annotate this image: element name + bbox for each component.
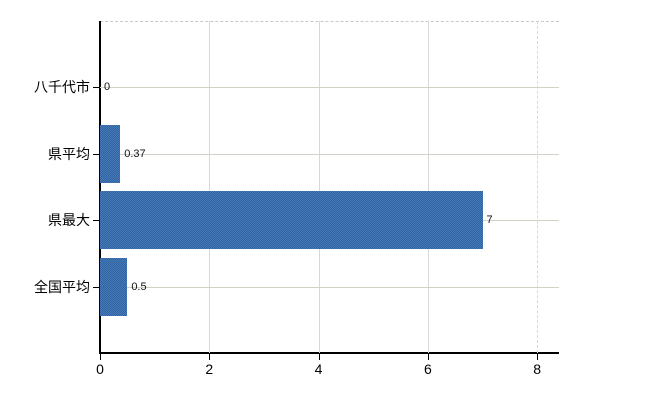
value-label: 0: [104, 81, 111, 94]
bar: [100, 124, 121, 183]
gridline-vertical: [209, 21, 211, 353]
gridline-horizontal: [100, 286, 559, 288]
x-axis-tick: [318, 354, 320, 360]
category-label: 県平均: [48, 145, 90, 162]
y-axis-tick: [93, 220, 100, 222]
x-axis-tick: [427, 354, 429, 360]
value-label: 7: [486, 214, 493, 227]
value-label: 0.5: [131, 280, 147, 293]
y-axis-tick: [93, 87, 100, 89]
x-axis-tick: [209, 354, 211, 360]
category-label: 八千代市: [34, 79, 90, 96]
gridline-vertical: [537, 21, 539, 353]
bar: [100, 257, 128, 316]
x-tick-label: 8: [533, 361, 542, 377]
gridline-horizontal: [100, 87, 559, 89]
x-tick-label: 6: [423, 361, 432, 377]
x-axis-tick: [537, 354, 539, 360]
y-axis-tick: [93, 153, 100, 155]
y-axis-line: [99, 21, 101, 353]
value-label: 0.37: [124, 147, 146, 160]
category-label: 県最大: [48, 212, 90, 229]
plot-area: [100, 21, 559, 353]
gridline-horizontal: [100, 153, 559, 155]
x-axis-tick: [100, 354, 101, 360]
x-tick-label: 4: [314, 361, 323, 377]
gridline-vertical: [318, 21, 320, 353]
category-label: 全国平均: [34, 278, 90, 295]
x-axis-line: [99, 352, 559, 354]
x-tick-label: 2: [205, 361, 214, 377]
x-tick-label: 0: [96, 361, 104, 377]
y-axis-tick: [93, 286, 100, 288]
gridline-vertical: [427, 21, 429, 353]
bar: [100, 191, 483, 250]
